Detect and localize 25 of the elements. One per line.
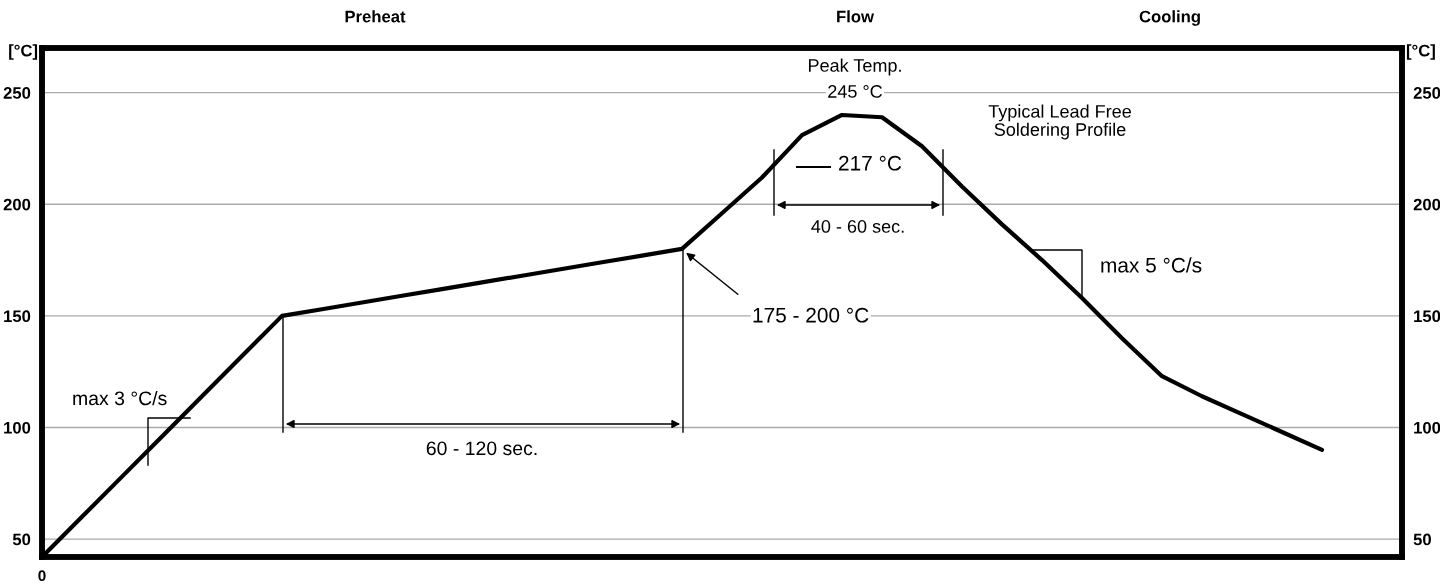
text: Flow [837, 10, 875, 23]
annotation: 175 - 200 °C [753, 307, 869, 323]
y2-tick-label: 100 [1414, 421, 1440, 434]
text: Cooling [1139, 10, 1200, 26]
y2-axis-title: [°C] [1406, 44, 1435, 60]
text: Preheat [345, 10, 406, 23]
y2-tick-label: 150 [1414, 310, 1440, 323]
y2-tick-label: 200 [1413, 198, 1440, 211]
y-tick-label: 50 [12, 533, 31, 546]
annotation: Typical Lead Free Soldering Profile [988, 104, 1131, 140]
y-tick-label: 100 [4, 421, 31, 434]
annotation: 217 °C [839, 155, 902, 171]
annotation: max 3 °C/s [73, 390, 167, 406]
y-tick-label: 250 [3, 87, 31, 99]
y2-tick-label: 50 [1413, 533, 1431, 546]
annotation: max 5 °C/s [1101, 257, 1202, 273]
y-axis-title: [°C] [9, 44, 38, 60]
text: 0 [38, 570, 46, 582]
annotation: 60 - 120 sec. [426, 441, 537, 456]
y2-tick-label: 250 [1413, 87, 1440, 99]
annotation: Peak Temp. [808, 58, 901, 76]
annotation: 245 °C [828, 85, 883, 98]
annotation: 40 - 60 sec. [811, 220, 904, 233]
y-tick-label: 200 [3, 198, 31, 211]
y-tick-label: 150 [4, 310, 31, 323]
